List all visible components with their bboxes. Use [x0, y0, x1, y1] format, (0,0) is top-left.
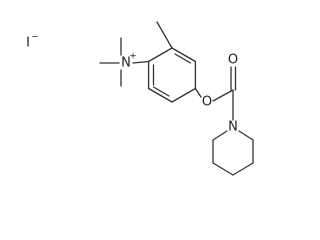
bond	[238, 130, 254, 141]
structure-diagram: I − N + O O N	[26, 21, 254, 176]
bond	[147, 47, 173, 63]
atom-label: I	[26, 36, 30, 51]
bond	[232, 162, 254, 176]
bond	[132, 60, 150, 64]
bonds	[99, 21, 254, 176]
bond	[147, 87, 173, 103]
bond	[194, 87, 202, 98]
bond	[156, 21, 173, 49]
bond	[152, 86, 170, 97]
bond	[212, 162, 234, 176]
charge-label: +	[129, 52, 137, 62]
atom-label: N	[228, 120, 238, 135]
atom-label: O	[228, 53, 238, 68]
atom-label: N	[121, 56, 131, 71]
bond	[212, 89, 234, 102]
bond	[212, 130, 228, 141]
bond	[174, 53, 192, 64]
bond	[171, 87, 197, 103]
charge-label: −	[31, 33, 39, 43]
atom-label: O	[202, 95, 212, 110]
bond	[171, 47, 197, 63]
